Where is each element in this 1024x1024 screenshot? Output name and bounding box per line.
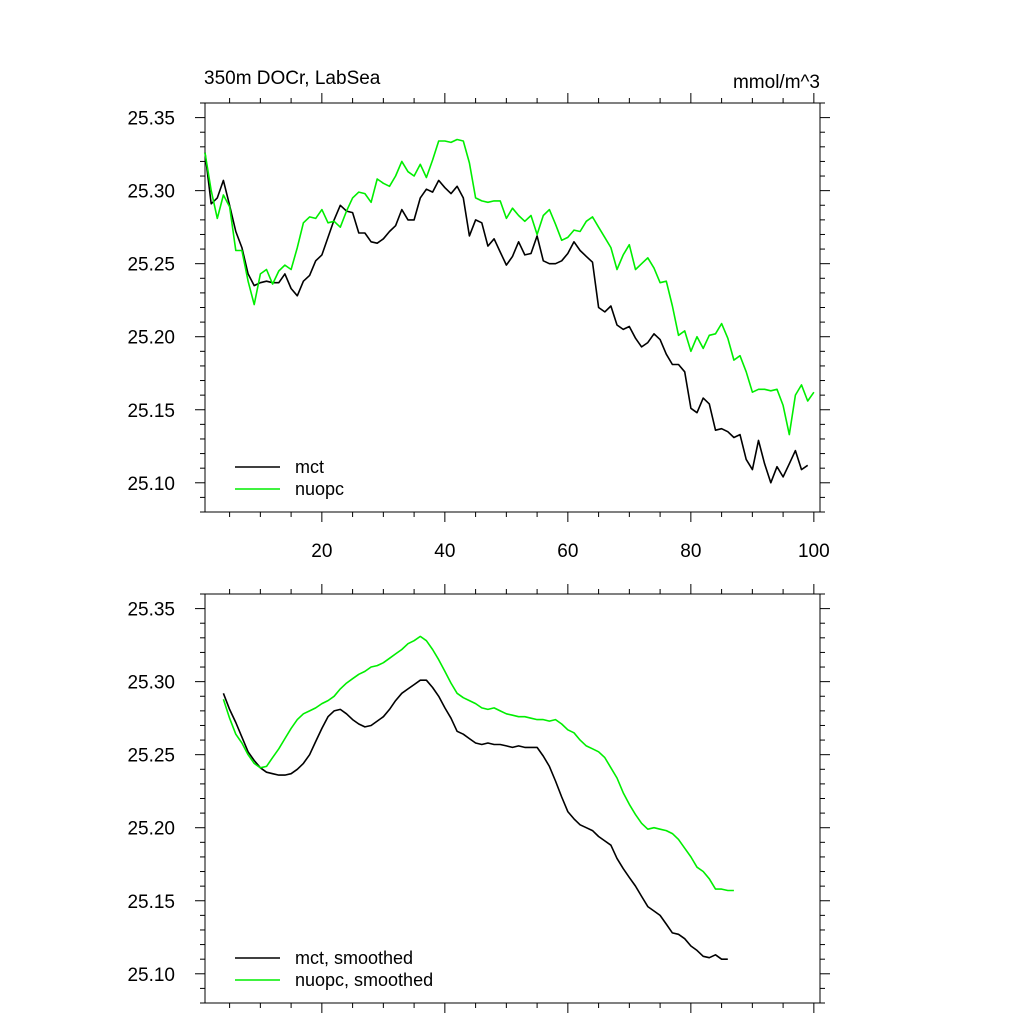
legend-label: mct <box>295 457 324 477</box>
chart-title: 350m DOCr, LabSea <box>204 68 381 89</box>
x-tick-label: 40 <box>434 541 455 562</box>
x-tick-label: 20 <box>311 541 332 562</box>
top-panel: 350m DOCr, LabSea mmol/m^3 20 40 60 80 100 25… <box>127 68 830 562</box>
series-line-mct <box>222 679 728 961</box>
y-tick-label: 25.20 <box>127 819 175 840</box>
plot-frame <box>204 102 821 513</box>
series-line-nuopc <box>222 635 734 892</box>
y-tick-label: 25.20 <box>127 328 175 349</box>
x-tick-label: 100 <box>798 541 830 562</box>
y-tick-label: 25.30 <box>127 673 175 694</box>
y-tick-label: 25.25 <box>127 746 175 767</box>
y-tick-label: 25.15 <box>127 401 175 422</box>
y-tick-label: 25.25 <box>127 255 175 276</box>
bottom-panel: 25.10 25.15 25.20 25.25 25.30 25.35 mct, smoot… <box>127 584 830 1013</box>
series-line-nuopc <box>204 138 815 436</box>
legend-label: nuopc, smoothed <box>295 970 433 990</box>
y-tick-label: 25.10 <box>127 474 175 495</box>
units-label: mmol/m^3 <box>733 72 820 93</box>
plot-frame <box>204 593 821 1004</box>
y-tick-label: 25.15 <box>127 892 175 913</box>
x-tick-label: 80 <box>680 541 701 562</box>
series-line-mct <box>204 152 809 484</box>
legend-label: mct, smoothed <box>295 948 413 968</box>
y-tick-label: 25.30 <box>127 182 175 203</box>
x-tick-label: 60 <box>557 541 578 562</box>
y-tick-label: 25.35 <box>127 109 175 130</box>
legend-label: nuopc <box>295 479 344 499</box>
y-tick-label: 25.10 <box>127 965 175 986</box>
y-tick-label: 25.35 <box>127 600 175 621</box>
